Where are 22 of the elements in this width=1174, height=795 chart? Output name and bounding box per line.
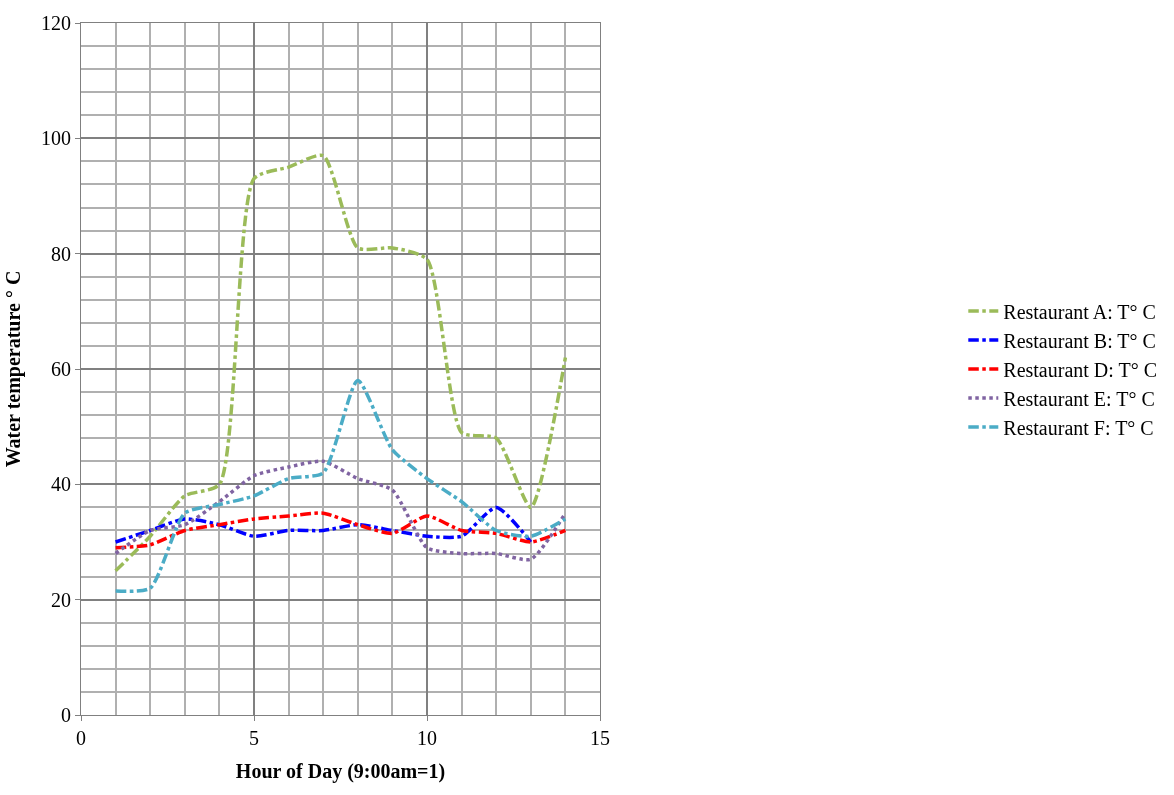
line-series — [113, 511, 568, 550]
line-series — [113, 378, 568, 594]
x-tick-label: 10 — [417, 727, 437, 749]
legend-label: Restaurant E: T° C — [1003, 387, 1155, 410]
y-tick-label: 40 — [51, 473, 71, 496]
y-tick-label: 120 — [41, 12, 71, 34]
line-series — [113, 153, 568, 573]
y-tick-label: 100 — [41, 127, 71, 150]
y-tick-label: 20 — [51, 588, 71, 611]
x-tick-label: 5 — [249, 727, 259, 749]
y-axis-title: Water temperature ° C — [1, 270, 25, 468]
x-axis-title: Hour of Day (9:00am=1) — [235, 759, 446, 783]
y-tick-label: 60 — [51, 358, 71, 380]
x-tick-label: 15 — [590, 727, 610, 749]
x-tick-label: 0 — [76, 727, 86, 749]
y-tick-label: 0 — [61, 704, 71, 726]
legend-label: Restaurant B: T° C — [1003, 329, 1156, 352]
line-series — [113, 505, 533, 544]
legend-label: Restaurant D: T° C — [1003, 358, 1158, 381]
legend-label: Restaurant F: T° C — [1003, 416, 1154, 439]
y-tick-label: 80 — [51, 242, 71, 265]
legend-label: Restaurant A: T° C — [1003, 300, 1156, 323]
